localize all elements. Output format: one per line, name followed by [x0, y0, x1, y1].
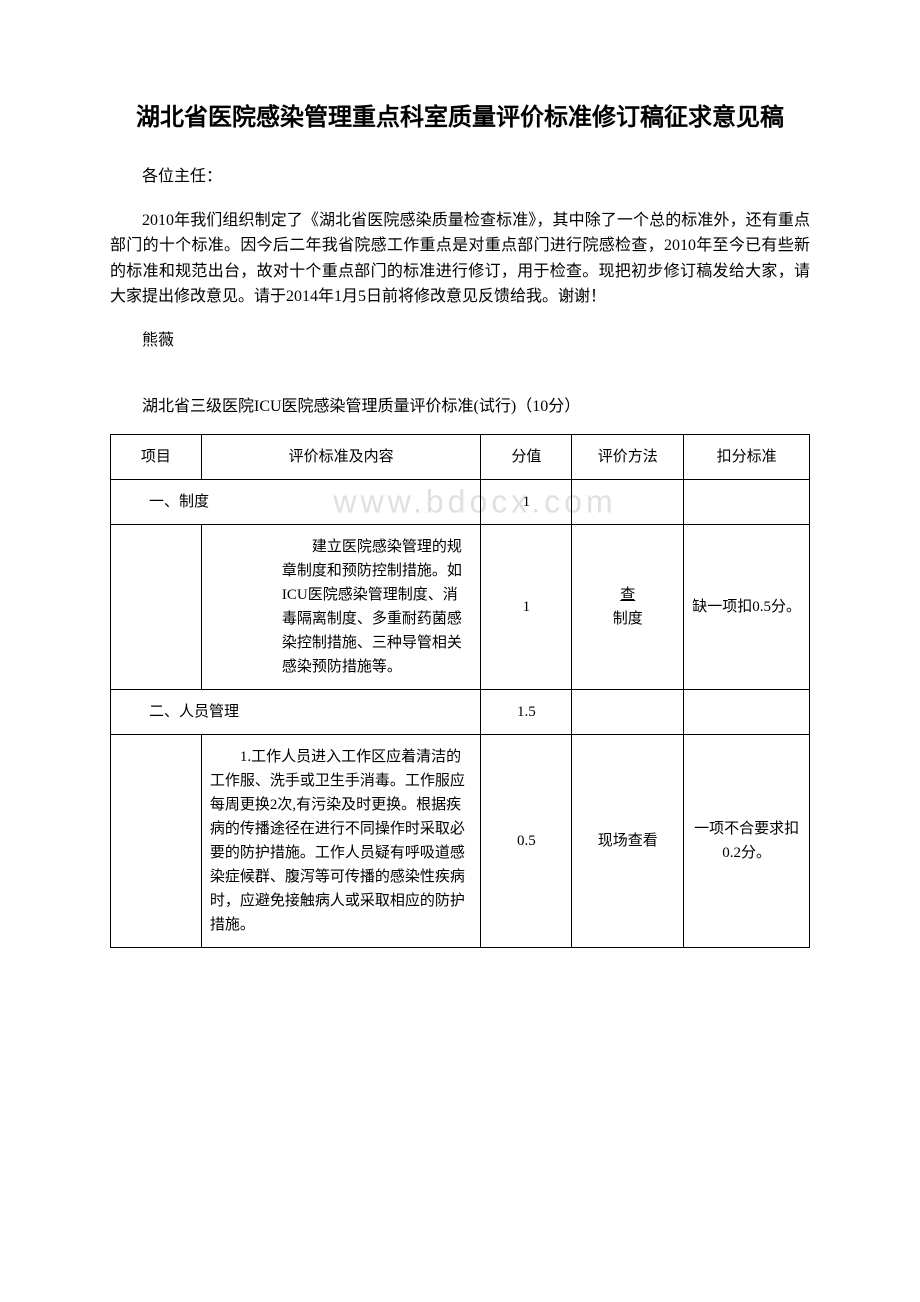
section-2-row-1-method: 现场查看	[572, 735, 684, 948]
body-paragraph: 2010年我们组织制定了《湖北省医院感染质量检查标准》，其中除了一个总的标准外，…	[110, 208, 810, 310]
section-1-row-1-item	[111, 525, 202, 690]
section-2-row-1-content: 1.工作人员进入工作区应着清洁的工作服、洗手或卫生手消毒。工作服应每周更换2次,…	[201, 735, 481, 948]
method-underline: 查	[620, 587, 635, 603]
method-rest: 制度	[613, 611, 643, 627]
evaluation-table: 项目 评价标准及内容 分值 评价方法 扣分标准 一、制度 www.bdocx.c…	[110, 434, 810, 948]
section-2-deduct-empty	[684, 690, 810, 735]
section-1-row-1-method: 查 制度	[572, 525, 684, 690]
section-1-row-1-score: 1	[481, 525, 572, 690]
section-1-label: 一、制度 www.bdocx.com	[111, 480, 481, 525]
section-1-score: 1	[481, 480, 572, 525]
document-title: 湖北省医院感染管理重点科室质量评价标准修订稿征求意见稿	[110, 100, 810, 136]
header-content: 评价标准及内容	[201, 435, 481, 480]
header-item: 项目	[111, 435, 202, 480]
section-2-score: 1.5	[481, 690, 572, 735]
section-1-row-1: 建立医院感染管理的规章制度和预防控制措施。如ICU医院感染管理制度、消毒隔离制度…	[111, 525, 810, 690]
section-2-label: 二、人员管理	[111, 690, 481, 735]
section-1-row-1-content: 建立医院感染管理的规章制度和预防控制措施。如ICU医院感染管理制度、消毒隔离制度…	[201, 525, 481, 690]
signature: 熊薇	[110, 328, 810, 354]
header-method: 评价方法	[572, 435, 684, 480]
section-1-method-empty	[572, 480, 684, 525]
salutation: 各位主任：	[110, 164, 810, 190]
section-1-label-text: 一、制度	[149, 494, 209, 510]
section-1-deduct-empty	[684, 480, 810, 525]
table-title: 湖北省三级医院ICU医院感染管理质量评价标准(试行)（10分）	[110, 394, 810, 420]
table-header-row: 项目 评价标准及内容 分值 评价方法 扣分标准	[111, 435, 810, 480]
header-deduct: 扣分标准	[684, 435, 810, 480]
section-2-row-1-score: 0.5	[481, 735, 572, 948]
section-2-header: 二、人员管理 1.5	[111, 690, 810, 735]
section-1-row-1-deduct: 缺一项扣0.5分。	[684, 525, 810, 690]
section-2-row-1-deduct: 一项不合要求扣0.2分。	[684, 735, 810, 948]
section-1-header: 一、制度 www.bdocx.com 1	[111, 480, 810, 525]
section-2-row-1: 1.工作人员进入工作区应着清洁的工作服、洗手或卫生手消毒。工作服应每周更换2次,…	[111, 735, 810, 948]
section-2-method-empty	[572, 690, 684, 735]
section-2-row-1-item	[111, 735, 202, 948]
header-score: 分值	[481, 435, 572, 480]
